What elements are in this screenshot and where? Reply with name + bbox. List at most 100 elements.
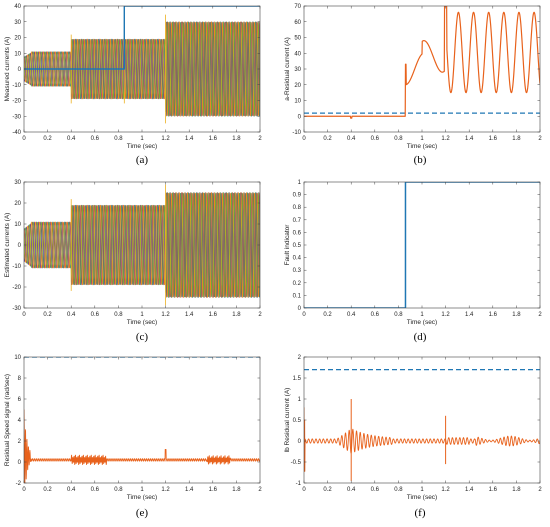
- y-tick-label: 60: [294, 20, 301, 26]
- x-ticks: 0 0.2 0.4 0.6 0.8 1 1.2 1.4 1.6 1.8 2: [302, 6, 542, 142]
- chart-e: 0 0.2 0.4 0.6 0.8 1 1.2 1.4 1.6 1.8 2-20246810Time…: [4, 355, 262, 519]
- plot-area: [24, 184, 260, 306]
- chart-a: 0 0.2 0.4 0.6 0.8 1 1.2 1.4 1.6 1.8 2-40-30-20-100…: [4, 4, 262, 166]
- x-tick-label: 0.8: [394, 136, 403, 142]
- y-tick-label: 30: [14, 20, 21, 26]
- x-tick-label: 1.6: [489, 136, 498, 142]
- y-tick-label: 0.5: [293, 418, 302, 424]
- y-tick-label: 8: [18, 376, 22, 382]
- x-tick-label: 1.4: [465, 136, 474, 142]
- x-tick-label: 0.6: [91, 312, 100, 318]
- x-tick-label: 0.6: [371, 312, 380, 318]
- x-tick-label: 2: [538, 312, 542, 318]
- y-axis-label: Fault indicator: [284, 224, 291, 266]
- y-tick-label: 30: [14, 180, 21, 186]
- x-tick-label: 0.4: [347, 487, 356, 493]
- y-tick-label: -30: [12, 114, 21, 120]
- panel-label: (f): [415, 507, 426, 519]
- x-ticks: 0 0.2 0.4 0.6 0.8 1 1.2 1.4 1.6 1.8 2: [22, 357, 262, 493]
- residual-current-trace: [304, 6, 540, 119]
- y-axis-label: Estimated currents (A): [4, 213, 11, 278]
- chart-d: 0 0.2 0.4 0.6 0.8 1 1.2 1.4 1.6 1.8 2 0 0.1 0.2 0.3 0.4…: [284, 180, 542, 343]
- x-tick-label: 1.4: [465, 487, 474, 493]
- y-tick-label: -0.5: [291, 460, 302, 466]
- y-axis-label: lb Residual current (A): [284, 388, 291, 453]
- y-tick-label: 2: [18, 439, 22, 445]
- x-axis-label: Time (sec): [127, 494, 157, 501]
- y-tick-label: 50: [294, 36, 301, 42]
- phase-current-trace: [24, 192, 260, 298]
- x-tick-label: 1.4: [185, 487, 194, 493]
- y-ticks: -40 -30 -20 -10 0 10 20 30 40: [12, 4, 260, 136]
- x-tick-label: 1.2: [441, 136, 450, 142]
- x-tick-label: 1: [140, 312, 144, 318]
- panel-label: (a): [136, 154, 149, 166]
- axes-frame: [303, 181, 541, 309]
- x-tick-label: 0.2: [43, 312, 52, 318]
- y-tick-label: 0.1: [293, 293, 302, 299]
- x-tick-label: 2: [258, 487, 262, 493]
- x-tick-label: 0: [302, 487, 306, 493]
- x-tick-label: 0.4: [67, 312, 76, 318]
- x-tick-label: 1: [420, 136, 424, 142]
- x-tick-label: 0.2: [43, 136, 52, 142]
- x-tick-label: 1.4: [185, 312, 194, 318]
- x-tick-label: 0: [302, 312, 306, 318]
- y-tick-label: 1: [298, 397, 302, 403]
- x-tick-label: 0: [302, 136, 306, 142]
- x-tick-label: 1.6: [489, 312, 498, 318]
- y-tick-label: 0: [298, 439, 302, 445]
- x-tick-label: 0.8: [114, 487, 123, 493]
- x-tick-label: 0.6: [91, 487, 100, 493]
- axes-frame: [303, 356, 541, 484]
- y-tick-label: 0.4: [293, 256, 302, 262]
- y-tick-label: 10: [14, 222, 21, 228]
- plot-area: [304, 182, 540, 308]
- y-tick-label: -10: [12, 83, 21, 89]
- phase-current-trace: [24, 21, 260, 117]
- x-ticks: 0 0.2 0.4 0.6 0.8 1 1.2 1.4 1.6 1.8 2: [302, 182, 542, 318]
- y-tick-label: 0.2: [293, 281, 302, 287]
- x-tick-label: 1.2: [161, 312, 170, 318]
- y-tick-label: 40: [14, 4, 21, 10]
- panel-label: (c): [136, 331, 149, 343]
- x-tick-label: 1.6: [209, 312, 218, 318]
- x-tick-label: 2: [538, 487, 542, 493]
- y-tick-label: -20: [12, 99, 21, 105]
- y-tick-label: 0.7: [293, 218, 302, 224]
- x-tick-label: 1.8: [512, 487, 521, 493]
- y-tick-label: 0.3: [293, 268, 302, 274]
- chart-c: 0 0.2 0.4 0.6 0.8 1 1.2 1.4 1.6 1.8 2 -30 -20 -10 0 10 2…: [4, 180, 262, 343]
- y-tick-label: 0: [298, 306, 302, 312]
- y-tick-label: 0.9: [293, 193, 302, 199]
- y-axis-label: Measured currents (A): [4, 37, 11, 102]
- x-tick-label: 0.8: [394, 312, 403, 318]
- x-axis-label: Time (sec): [127, 143, 157, 150]
- y-tick-label: 20: [294, 83, 301, 89]
- x-tick-label: 1.6: [209, 136, 218, 142]
- x-tick-label: 0.2: [323, 136, 332, 142]
- y-tick-label: -20: [12, 285, 21, 291]
- x-tick-label: 1.8: [232, 312, 241, 318]
- x-tick-label: 0.6: [371, 487, 380, 493]
- y-tick-label: -1: [296, 481, 302, 487]
- x-tick-label: 0: [22, 136, 26, 142]
- x-tick-label: 0.6: [91, 136, 100, 142]
- x-tick-label: 1.8: [232, 136, 241, 142]
- y-ticks: -30 -20 -10 0 10 20 30: [12, 180, 260, 312]
- y-tick-label: 1.5: [293, 376, 302, 382]
- x-tick-label: 2: [538, 136, 542, 142]
- panel-label: (e): [136, 507, 149, 519]
- x-tick-label: 1.6: [489, 487, 498, 493]
- y-axis-label: Residual Speed signal (rad/sec): [4, 374, 11, 466]
- y-ticks: -2 0 2 4 6 8 10: [14, 355, 260, 487]
- y-tick-label: 0: [18, 460, 22, 466]
- y-tick-label: -10: [12, 264, 21, 270]
- panel-label: (d): [414, 331, 427, 343]
- residual-current-trace: [304, 407, 540, 472]
- x-tick-label: 0.2: [323, 312, 332, 318]
- y-tick-label: 2: [298, 355, 302, 361]
- fault-indicator-trace: [304, 182, 540, 308]
- x-axis-label: Time (sec): [127, 319, 157, 326]
